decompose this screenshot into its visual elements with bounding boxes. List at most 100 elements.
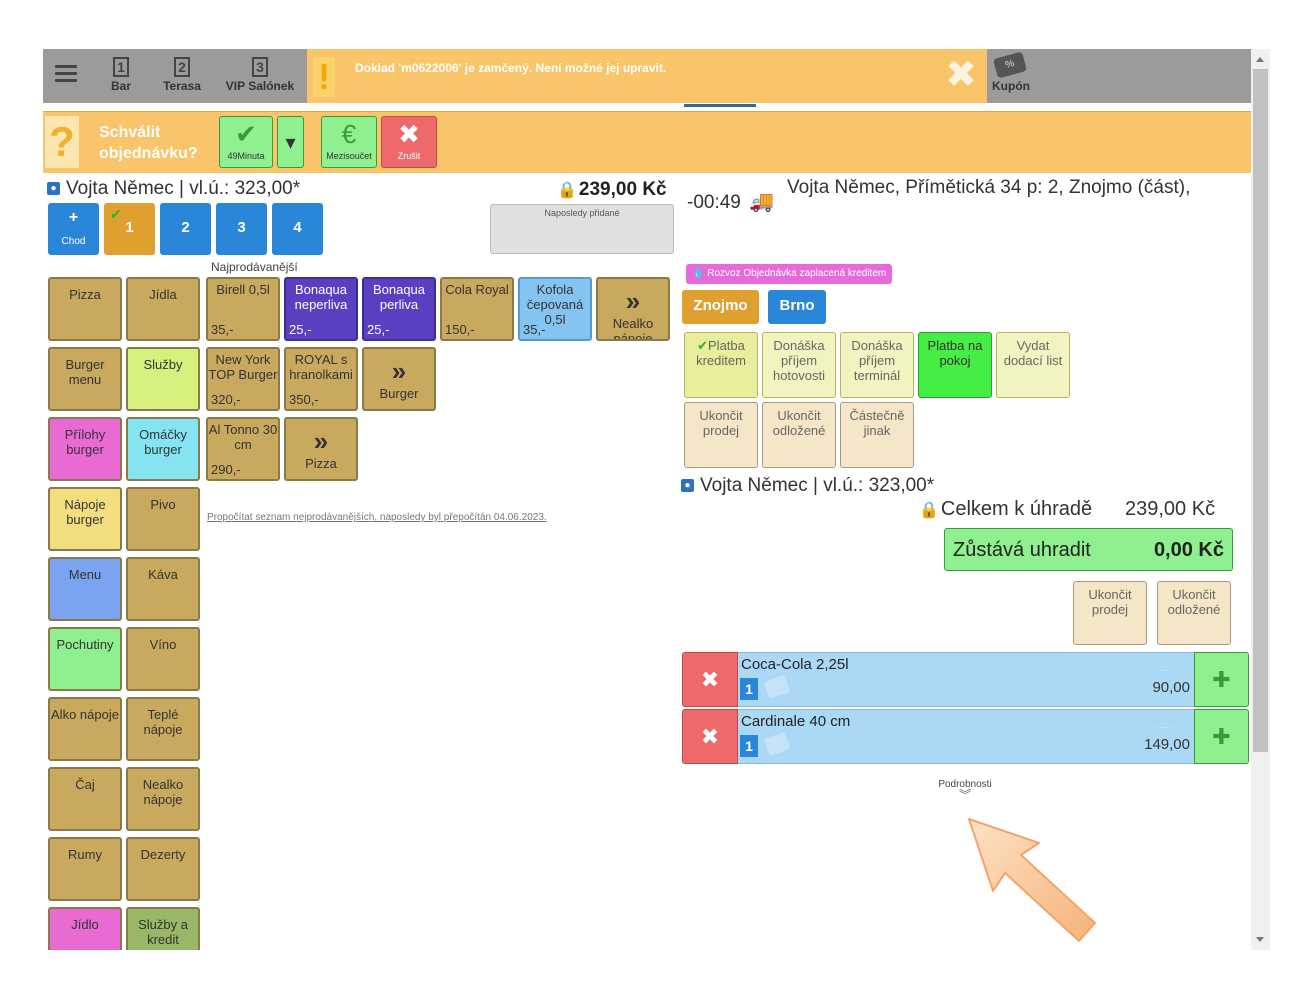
course-3-button[interactable]: 3 bbox=[216, 203, 267, 255]
course-4-button[interactable]: 4 bbox=[272, 203, 323, 255]
category-dezerty[interactable]: Dezerty bbox=[126, 837, 200, 901]
tab-terasa[interactable]: 2 Terasa bbox=[147, 57, 217, 101]
category-pivo[interactable]: Pivo bbox=[126, 487, 200, 551]
note-icon[interactable] bbox=[763, 731, 791, 757]
approval-question-line: objednávku? bbox=[99, 145, 198, 162]
category-kava[interactable]: Káva bbox=[126, 557, 200, 621]
subtotal-button[interactable]: € Mezisoučet bbox=[321, 116, 377, 168]
more-burger-button[interactable]: » Burger bbox=[362, 347, 436, 411]
product-price: 350,- bbox=[289, 392, 319, 407]
finish-sale-button[interactable]: Ukončit prodej bbox=[684, 402, 758, 468]
category-menu[interactable]: Menu bbox=[48, 557, 122, 621]
total-due: 🔒 Celkem k úhradě 239,00 Kč bbox=[919, 498, 1215, 521]
category-napoje-burger[interactable]: Nápoje burger bbox=[48, 487, 122, 551]
tab-bar[interactable]: 1 Bar bbox=[86, 57, 156, 101]
item-quantity[interactable]: 1 bbox=[740, 735, 758, 757]
scrollbar-thumb[interactable] bbox=[1253, 69, 1268, 752]
course-1-button[interactable]: ✔ 1 bbox=[104, 203, 155, 255]
more-label: Nealko nápoje bbox=[612, 316, 654, 341]
course-label: 3 bbox=[237, 219, 246, 236]
category-burger-menu[interactable]: Burger menu bbox=[48, 347, 122, 411]
order-line-body[interactable]: Cardinale 40 cm 1 149,00 bbox=[738, 709, 1194, 764]
person-icon: ● bbox=[681, 479, 694, 493]
category-prilohy-burger[interactable]: Přílohy burger bbox=[48, 417, 122, 481]
check-icon: ✔ bbox=[235, 119, 257, 149]
more-pizza-button[interactable]: » Pizza bbox=[284, 417, 358, 481]
vertical-scrollbar[interactable] bbox=[1251, 49, 1270, 950]
add-item-button[interactable]: ✚ bbox=[1194, 652, 1249, 707]
category-sluzby[interactable]: Služby bbox=[126, 347, 200, 411]
course-label: 1 bbox=[125, 219, 134, 236]
confirm-button[interactable]: ✔ 49Minuta bbox=[219, 116, 273, 168]
category-jidla[interactable]: Jídla bbox=[126, 277, 200, 341]
subtotal-label: Mezisoučet bbox=[326, 151, 372, 161]
order-line[interactable]: ✖ Coca-Cola 2,25l 1 90,00 ✚ bbox=[682, 652, 1250, 707]
product-button[interactable]: Birell 0,5l 35,- bbox=[206, 277, 280, 341]
product-button[interactable]: Bonaqua perliva 25,- bbox=[362, 277, 436, 341]
product-name: Birell 0,5l bbox=[216, 282, 270, 297]
category-teple-napoje[interactable]: Teplé nápoje bbox=[126, 697, 200, 761]
details-toggle[interactable]: Podrobnosti ︾ bbox=[923, 779, 1007, 801]
product-button[interactable]: Bonaqua neperliva 25,- bbox=[284, 277, 358, 341]
product-name: Bonaqua neperliva bbox=[294, 282, 348, 312]
check-icon: ✔ bbox=[697, 338, 709, 353]
delivery-address: Vojta Němec, Přímětická 34 p: 2, Znojmo … bbox=[787, 177, 1191, 198]
kupon-button[interactable]: % Kupón bbox=[989, 51, 1033, 93]
plus-icon: + bbox=[68, 209, 79, 226]
tab-vip-salonek[interactable]: 3 VIP Salónek bbox=[223, 57, 297, 101]
order-line[interactable]: ✖ Cardinale 40 cm 1 149,00 ✚ bbox=[682, 709, 1250, 764]
category-jidlo[interactable]: Jídlo bbox=[48, 907, 122, 950]
recalculate-bestsellers-link[interactable]: Propočítat seznam nejprodávanějších, nap… bbox=[207, 512, 547, 523]
pay-credit-button[interactable]: ✔Platba kreditem bbox=[684, 332, 758, 398]
finish-postponed-button[interactable]: Ukončit odložené bbox=[762, 402, 836, 468]
order-total-amount: 239,00 Kč bbox=[578, 179, 667, 200]
kupon-label: Kupón bbox=[992, 79, 1030, 93]
top-bar: 1 Bar 2 Terasa 3 VIP Salónek ! Doklad 'm… bbox=[43, 49, 1251, 103]
delivery-note-button[interactable]: Vydat dodací list bbox=[996, 332, 1070, 398]
category-vino[interactable]: Víno bbox=[126, 627, 200, 691]
order-line-body[interactable]: Coca-Cola 2,25l 1 90,00 bbox=[738, 652, 1194, 707]
category-nealko-napoje[interactable]: Nealko nápoje bbox=[126, 767, 200, 831]
city-brno-button[interactable]: Brno bbox=[768, 290, 826, 324]
hamburger-menu-icon[interactable] bbox=[55, 65, 77, 85]
product-button[interactable]: Al Tonno 30 cm 290,- bbox=[206, 417, 280, 481]
product-price: 320,- bbox=[211, 392, 241, 407]
finish-postponed-button[interactable]: Ukončit odložené bbox=[1157, 581, 1231, 645]
category-sluzby-a-kredit[interactable]: Služby a kredit bbox=[126, 907, 200, 950]
category-pochutiny[interactable]: Pochutiny bbox=[48, 627, 122, 691]
remaining-label: Zůstává uhradit bbox=[953, 539, 1091, 561]
product-name: ROYAL s hranolkami bbox=[289, 352, 353, 382]
confirm-dropdown-button[interactable]: ▾ bbox=[277, 116, 304, 168]
category-pizza[interactable]: Pizza bbox=[48, 277, 122, 341]
cancel-button[interactable]: ✖ Zrušit bbox=[381, 116, 437, 168]
delivery-cash-button[interactable]: Donáška příjem hotovosti bbox=[762, 332, 836, 398]
category-caj[interactable]: Čaj bbox=[48, 767, 122, 831]
product-button[interactable]: Cola Royal 150,- bbox=[440, 277, 514, 341]
finish-sale-button[interactable]: Ukončit prodej bbox=[1073, 581, 1147, 645]
scroll-up-icon[interactable] bbox=[1256, 57, 1264, 62]
delete-item-button[interactable]: ✖ bbox=[682, 652, 738, 707]
scroll-down-icon[interactable] bbox=[1256, 937, 1264, 942]
note-icon[interactable] bbox=[763, 674, 791, 700]
close-icon[interactable]: ✖ bbox=[945, 54, 977, 96]
product-button[interactable]: ROYAL s hranolkami 350,- bbox=[284, 347, 358, 411]
category-rumy[interactable]: Rumy bbox=[48, 837, 122, 901]
lock-icon: 🔒 bbox=[557, 182, 577, 199]
course-2-button[interactable]: 2 bbox=[160, 203, 211, 255]
category-omacky-burger[interactable]: Omáčky burger bbox=[126, 417, 200, 481]
remaining-amount: 0,00 Kč bbox=[1153, 539, 1224, 561]
delete-item-button[interactable]: ✖ bbox=[682, 709, 738, 764]
product-button[interactable]: New York TOP Burger 320,- bbox=[206, 347, 280, 411]
customer-info[interactable]: ● Vojta Němec | vl.ú.: 323,00* bbox=[47, 178, 300, 200]
city-znojmo-button[interactable]: Znojmo bbox=[682, 290, 759, 324]
item-quantity[interactable]: 1 bbox=[740, 678, 758, 700]
pay-to-room-button[interactable]: Platba na pokoj bbox=[918, 332, 992, 398]
delivery-terminal-button[interactable]: Donáška příjem terminál bbox=[840, 332, 914, 398]
product-button[interactable]: Kofola čepovaná 0,5l 35,- bbox=[518, 277, 592, 341]
warning-icon: ! bbox=[313, 57, 335, 97]
category-alko-napoje[interactable]: Alko nápoje bbox=[48, 697, 122, 761]
more-nealko-button[interactable]: » Nealko nápoje bbox=[596, 277, 670, 341]
add-course-button[interactable]: + Chod bbox=[48, 203, 99, 255]
add-item-button[interactable]: ✚ bbox=[1194, 709, 1249, 764]
partial-other-button[interactable]: Částečně jinak bbox=[840, 402, 914, 468]
